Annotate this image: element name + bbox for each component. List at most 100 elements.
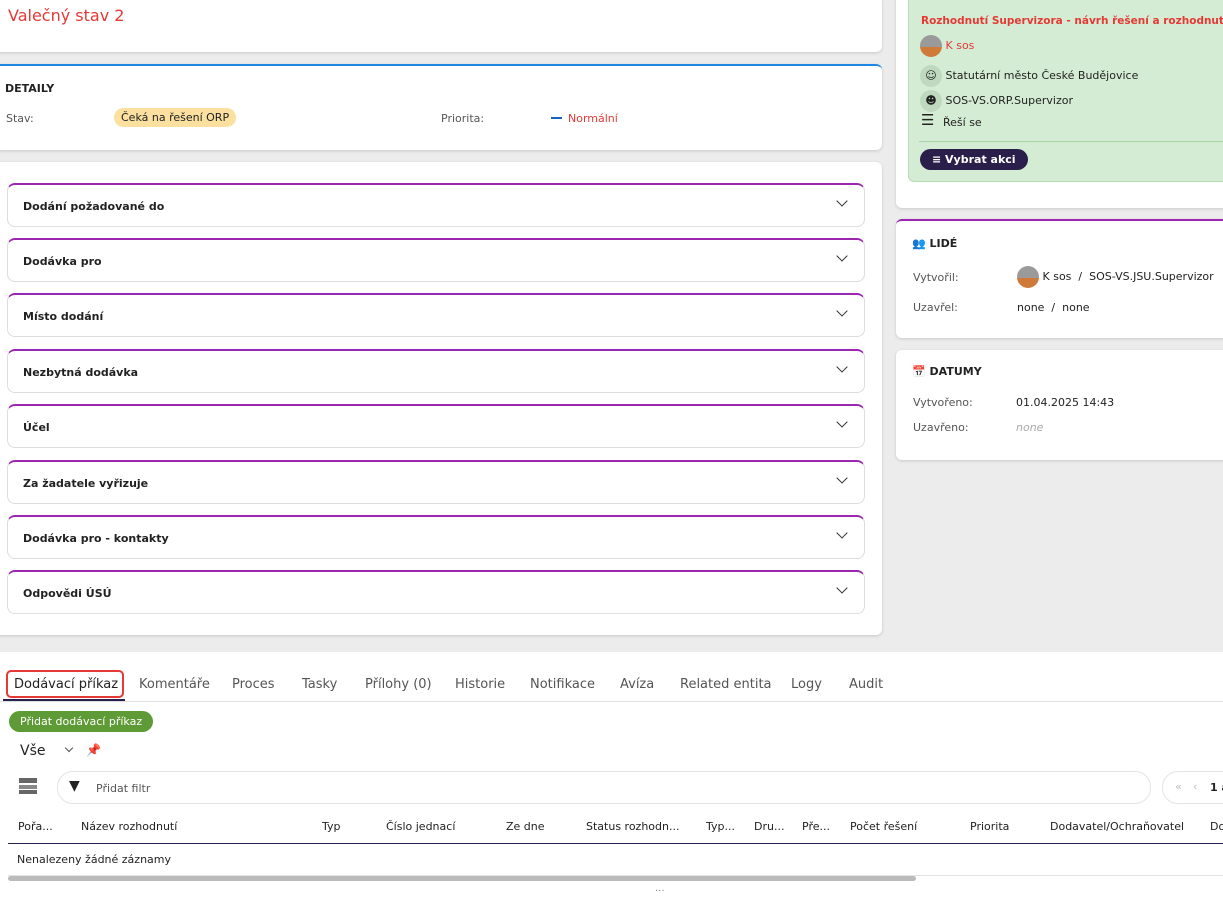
tab[interactable]: Tasky xyxy=(302,677,338,692)
task-role: SOS-VS.ORP.Supervizor xyxy=(945,94,1074,107)
avatar xyxy=(1017,266,1039,288)
tab[interactable]: Notifikace xyxy=(530,677,595,692)
stav-label: Stav: xyxy=(6,112,34,125)
accordion-title: Místo dodání xyxy=(23,310,104,323)
priorita-label: Priorita: xyxy=(441,112,485,125)
accordion-item[interactable]: Odpovědi ÚSÚ xyxy=(7,570,865,614)
tab[interactable]: Přílohy (0) xyxy=(365,677,432,692)
column-header[interactable]: Status rozhodn... xyxy=(586,820,680,833)
chevron-down-icon xyxy=(836,582,848,594)
chevron-down-icon[interactable] xyxy=(64,743,74,753)
task-org: Statutární město České Budějovice xyxy=(945,69,1139,82)
tab[interactable]: Avíza xyxy=(620,677,655,692)
accordion-item[interactable]: Účel xyxy=(7,404,865,448)
chevron-down-icon xyxy=(836,416,848,428)
view-select[interactable]: Vše xyxy=(20,743,46,759)
closed-value: none xyxy=(1016,421,1044,434)
closed-label: Uzavřeno: xyxy=(913,421,969,434)
pagination: « ‹ 1 a xyxy=(1162,771,1223,804)
column-header[interactable]: Do xyxy=(1210,820,1223,833)
chevron-down-icon xyxy=(836,361,848,373)
tab[interactable]: Proces xyxy=(232,677,275,692)
created-by-label: Vytvořil: xyxy=(913,271,959,284)
accordion-container xyxy=(0,162,882,635)
menu-icon: ☰ xyxy=(921,111,935,129)
accordion-title: Odpovědi ÚSÚ xyxy=(23,587,112,600)
calendar-icon: 📅 xyxy=(912,365,926,378)
separator: / xyxy=(1078,270,1083,283)
title-card: Valečný stav 2 xyxy=(0,0,882,52)
first-page-icon[interactable]: « xyxy=(1175,780,1182,793)
closed-by-label: Uzavřel: xyxy=(913,301,958,314)
accordion-title: Dodávka pro - kontakty xyxy=(23,532,169,545)
tab[interactable]: Logy xyxy=(791,677,822,692)
column-header[interactable]: Dodavatel/Ochraňovatel xyxy=(1050,820,1185,833)
filter-icon: ▼ xyxy=(69,778,80,794)
accordion-title: Účel xyxy=(23,421,50,434)
tab[interactable]: Dodávací příkaz xyxy=(14,677,119,692)
tab[interactable]: Related entita xyxy=(680,677,772,692)
person-icon: ☺ xyxy=(920,65,942,87)
people-icon: 👥 xyxy=(912,237,926,250)
chevron-down-icon xyxy=(836,305,848,317)
created-value: 01.04.2025 14:43 xyxy=(1016,396,1115,409)
pin-icon[interactable]: 📌 xyxy=(86,743,101,757)
column-header[interactable]: Typ xyxy=(322,820,341,833)
add-delivery-order-button[interactable]: Přidat dodávací příkaz xyxy=(9,711,154,732)
active-tab-indicator xyxy=(3,699,125,701)
tab[interactable]: Historie xyxy=(455,677,506,692)
accordion-title: Dodání požadované do xyxy=(23,200,165,213)
created-user[interactable]: K sos xyxy=(1042,270,1072,283)
details-heading: DETAILY xyxy=(5,82,55,95)
avatar xyxy=(920,35,942,57)
accordion-item[interactable]: Nezbytná dodávka xyxy=(7,349,865,393)
dates-card: 📅 DATUMY Vytvořeno: 01.04.2025 14:43 Uza… xyxy=(896,350,1223,460)
filter-input[interactable]: ▼ Přidat filtr xyxy=(57,771,1151,804)
chevron-down-icon xyxy=(836,527,848,539)
task-status: Řeší se xyxy=(943,116,982,129)
select-action-label: Vybrat akci xyxy=(945,153,1016,166)
task-user[interactable]: K sos xyxy=(945,39,975,52)
column-header[interactable]: Název rozhodnutí xyxy=(81,820,178,833)
page-title: Valečný stav 2 xyxy=(8,6,125,25)
chevron-down-icon xyxy=(836,195,848,207)
resize-handle-icon[interactable]: ··· xyxy=(655,886,665,897)
column-header[interactable]: Dru... xyxy=(754,820,785,833)
group-icon: ☻ xyxy=(920,90,942,112)
people-heading: 👥 LIDÉ xyxy=(912,237,958,250)
row-divider xyxy=(8,875,1223,876)
chevron-down-icon xyxy=(836,250,848,262)
accordion-item[interactable]: Dodávka pro - kontakty xyxy=(7,515,865,559)
dates-heading: 📅 DATUMY xyxy=(912,365,982,378)
accordion-item[interactable]: Za žadatele vyřizuje xyxy=(7,460,865,504)
tab[interactable]: Komentáře xyxy=(139,677,210,692)
accordion-item[interactable]: Dodání požadované do xyxy=(7,183,865,227)
active-tab-highlight xyxy=(6,670,124,698)
accordion-item[interactable]: Místo dodání xyxy=(7,293,865,337)
column-header[interactable]: Počet řešení xyxy=(850,820,918,833)
created-role: SOS-VS.JSU.Supervizor xyxy=(1089,270,1214,283)
column-header[interactable]: Pře... xyxy=(802,820,830,833)
accordion-title: Nezbytná dodávka xyxy=(23,366,139,379)
column-header[interactable]: Číslo jednací xyxy=(386,820,456,833)
chevron-down-icon xyxy=(836,472,848,484)
tab[interactable]: Audit xyxy=(849,677,884,692)
closed-by-value: none / none xyxy=(1017,301,1090,314)
column-header[interactable]: Typ... xyxy=(706,820,735,833)
columns-icon[interactable] xyxy=(19,778,37,794)
page-number: 1 a xyxy=(1210,781,1223,794)
people-card: 👥 LIDÉ Vytvořil: K sos / SOS-VS.JSU.Supe… xyxy=(896,219,1223,338)
divider xyxy=(919,141,1223,142)
table-header-divider xyxy=(8,843,1223,844)
empty-message: Nenalezeny žádné záznamy xyxy=(17,853,172,866)
column-header[interactable]: Priorita xyxy=(970,820,1010,833)
column-header[interactable]: Pořa... xyxy=(18,820,53,833)
accordion-item[interactable]: Dodávka pro xyxy=(7,238,865,282)
arrow-right-icon xyxy=(551,117,562,119)
horizontal-scrollbar[interactable] xyxy=(8,876,916,881)
accordion-title: Dodávka pro xyxy=(23,255,102,268)
prev-page-icon[interactable]: ‹ xyxy=(1193,780,1198,793)
select-action-button[interactable]: ≡ Vybrat akci xyxy=(920,149,1028,170)
column-header[interactable]: Ze dne xyxy=(506,820,545,833)
task-panel: Rozhodnutí Supervizora - návrh řešení a … xyxy=(908,0,1223,182)
